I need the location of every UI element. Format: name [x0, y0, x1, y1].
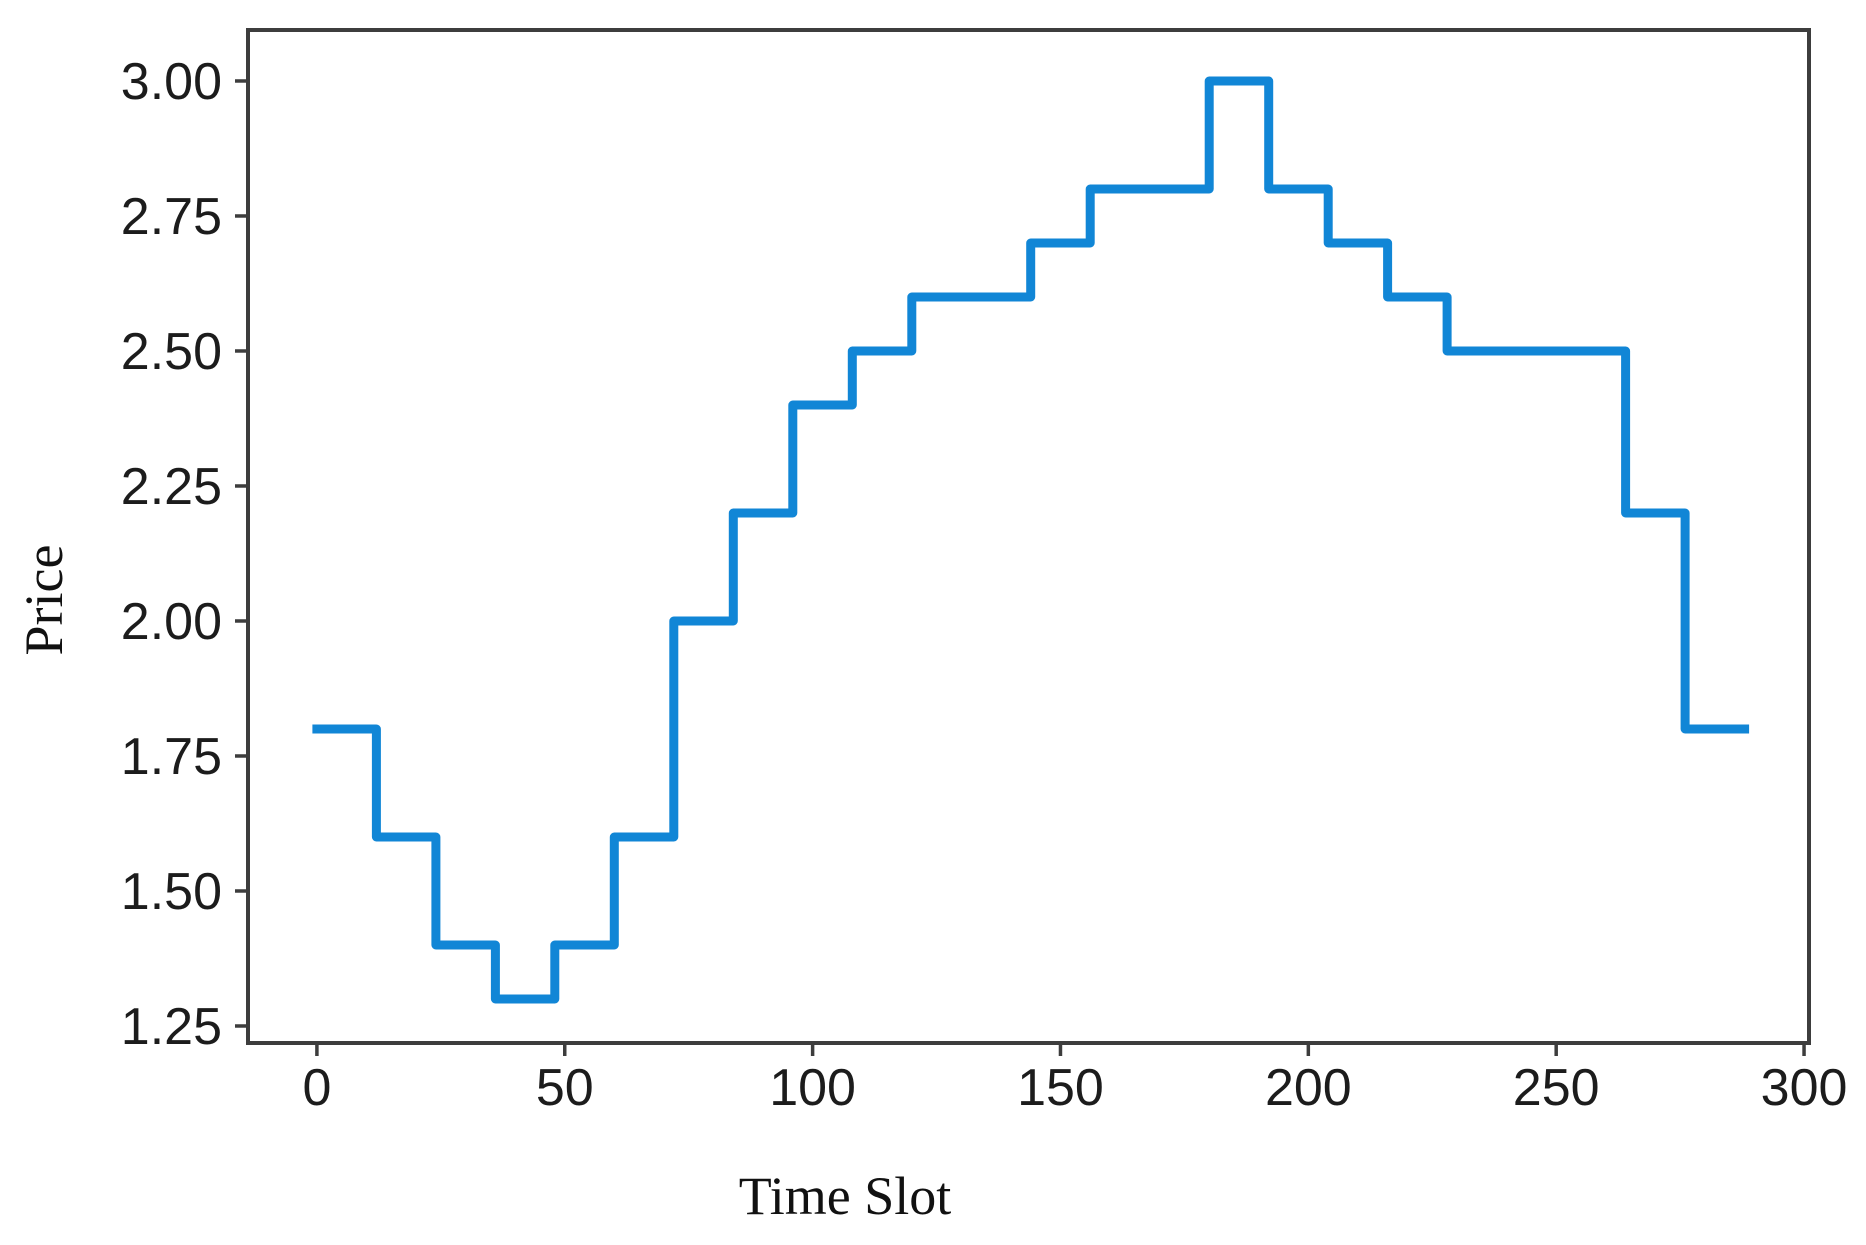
x-tick-label: 50: [536, 1059, 594, 1117]
y-tick-label: 1.75: [121, 728, 222, 786]
y-tick-label: 1.50: [121, 863, 222, 921]
price-step-line: [312, 76, 1750, 1004]
x-tick-label: 150: [1017, 1059, 1104, 1117]
x-tick-label: 250: [1513, 1059, 1600, 1117]
x-tick-label: 300: [1761, 1059, 1848, 1117]
axes-border: [246, 28, 1811, 1045]
y-tick-label: 2.50: [121, 323, 222, 381]
x-tick-label: 100: [769, 1059, 856, 1117]
x-tick-label: 0: [302, 1059, 331, 1117]
y-axis-label: Price: [14, 544, 74, 656]
x-axis-label: Time Slot: [738, 1166, 952, 1226]
y-tick-label: 2.75: [121, 188, 222, 246]
y-tick-label: 1.25: [121, 998, 222, 1056]
y-tick-label: 2.00: [121, 593, 222, 651]
y-tick-label: 3.00: [121, 53, 222, 111]
x-tick-label: 200: [1265, 1059, 1352, 1117]
y-tick-label: 2.25: [121, 458, 222, 516]
